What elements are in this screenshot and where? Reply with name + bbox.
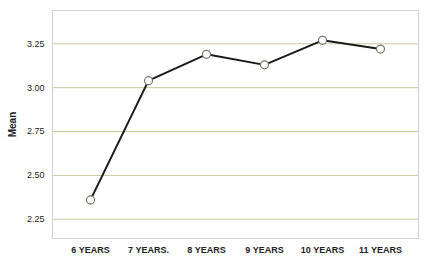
svg-text:10 YEARS: 10 YEARS (301, 245, 344, 255)
svg-text:3.25: 3.25 (27, 39, 45, 49)
svg-text:6 YEARS: 6 YEARS (71, 245, 109, 255)
svg-text:2.75: 2.75 (27, 126, 45, 136)
svg-text:9 YEARS: 9 YEARS (245, 245, 283, 255)
svg-text:2.50: 2.50 (27, 170, 45, 180)
svg-text:7 YEARS.: 7 YEARS. (128, 245, 169, 255)
svg-text:2.25: 2.25 (27, 214, 45, 224)
svg-text:Mean: Mean (7, 112, 18, 138)
svg-text:11 YEARS: 11 YEARS (359, 245, 402, 255)
svg-text:8 YEARS: 8 YEARS (187, 245, 225, 255)
svg-text:3.00: 3.00 (27, 83, 45, 93)
